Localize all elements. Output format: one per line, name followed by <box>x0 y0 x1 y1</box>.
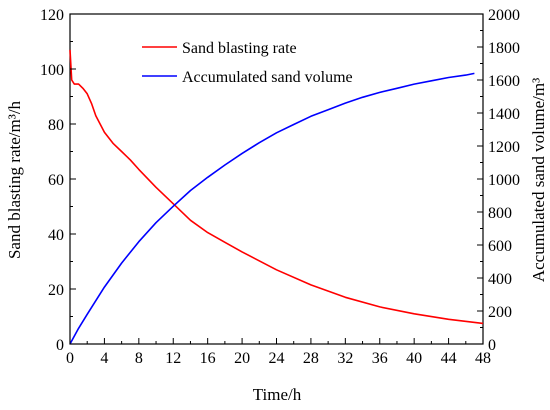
right-y-tick-label: 1800 <box>488 40 520 57</box>
x-tick-label: 24 <box>269 350 285 367</box>
right-y-tick-label: 1200 <box>488 139 520 156</box>
x-tick-label: 44 <box>441 350 457 367</box>
series-line-sand-blasting-rate <box>69 49 484 325</box>
right-y-tick-label: 800 <box>488 205 512 222</box>
right-y-tick-label: 200 <box>488 304 512 321</box>
right-y-tick-label: 1000 <box>488 172 520 189</box>
right-y-tick-label: 400 <box>488 271 512 288</box>
right-y-tick-label: 600 <box>488 238 512 255</box>
right-y-axis-ticks: 0 200 400 600 800 1000 1200 1400 1600 1800 2000 <box>477 7 520 354</box>
x-tick-label: 36 <box>372 350 388 367</box>
x-axis-ticks: 0 4 8 12 16 20 24 28 32 36 40 44 48 <box>66 338 491 367</box>
series-layer <box>69 49 484 345</box>
left-y-tick-label: 80 <box>48 117 64 134</box>
plot-frame <box>69 13 484 345</box>
left-y-tick-label: 100 <box>40 62 64 79</box>
x-tick-label: 12 <box>165 350 181 367</box>
x-tick-label: 4 <box>100 350 108 367</box>
x-tick-label: 28 <box>303 350 319 367</box>
right-y-tick-label: 1400 <box>488 106 520 123</box>
left-y-tick-label: 0 <box>56 337 64 354</box>
legend-label-sand-blasting-rate: Sand blasting rate <box>182 40 297 57</box>
right-y-tick-label: 0 <box>488 337 496 354</box>
left-y-tick-label: 20 <box>48 282 64 299</box>
x-tick-label: 16 <box>200 350 216 367</box>
x-tick-label: 20 <box>234 350 250 367</box>
left-y-tick-label: 40 <box>48 227 64 244</box>
x-tick-label: 8 <box>135 350 143 367</box>
left-y-axis-ticks: 0 20 40 60 80 100 120 <box>40 7 76 354</box>
x-tick-label: 32 <box>337 350 353 367</box>
left-y-tick-label: 60 <box>48 172 64 189</box>
right-y-tick-label: 2000 <box>488 7 520 24</box>
right-y-tick-label: 1600 <box>488 73 520 90</box>
x-tick-label: 0 <box>66 350 74 367</box>
x-axis-title: Time/h <box>253 385 302 404</box>
x-tick-label: 40 <box>406 350 422 367</box>
series-line-accumulated-sand-volume <box>69 72 475 345</box>
right-y-axis-title: Accumulated sand volume/m³ <box>529 78 548 282</box>
left-y-axis-title: Sand blasting rate/m³/h <box>5 100 24 259</box>
legend-label-accumulated-sand-volume: Accumulated sand volume <box>182 69 353 86</box>
legend: Sand blasting rate Accumulated sand volu… <box>142 40 353 86</box>
plot-border <box>69 13 484 345</box>
x-tick-label: 48 <box>475 350 491 367</box>
left-y-tick-label: 120 <box>40 7 64 24</box>
